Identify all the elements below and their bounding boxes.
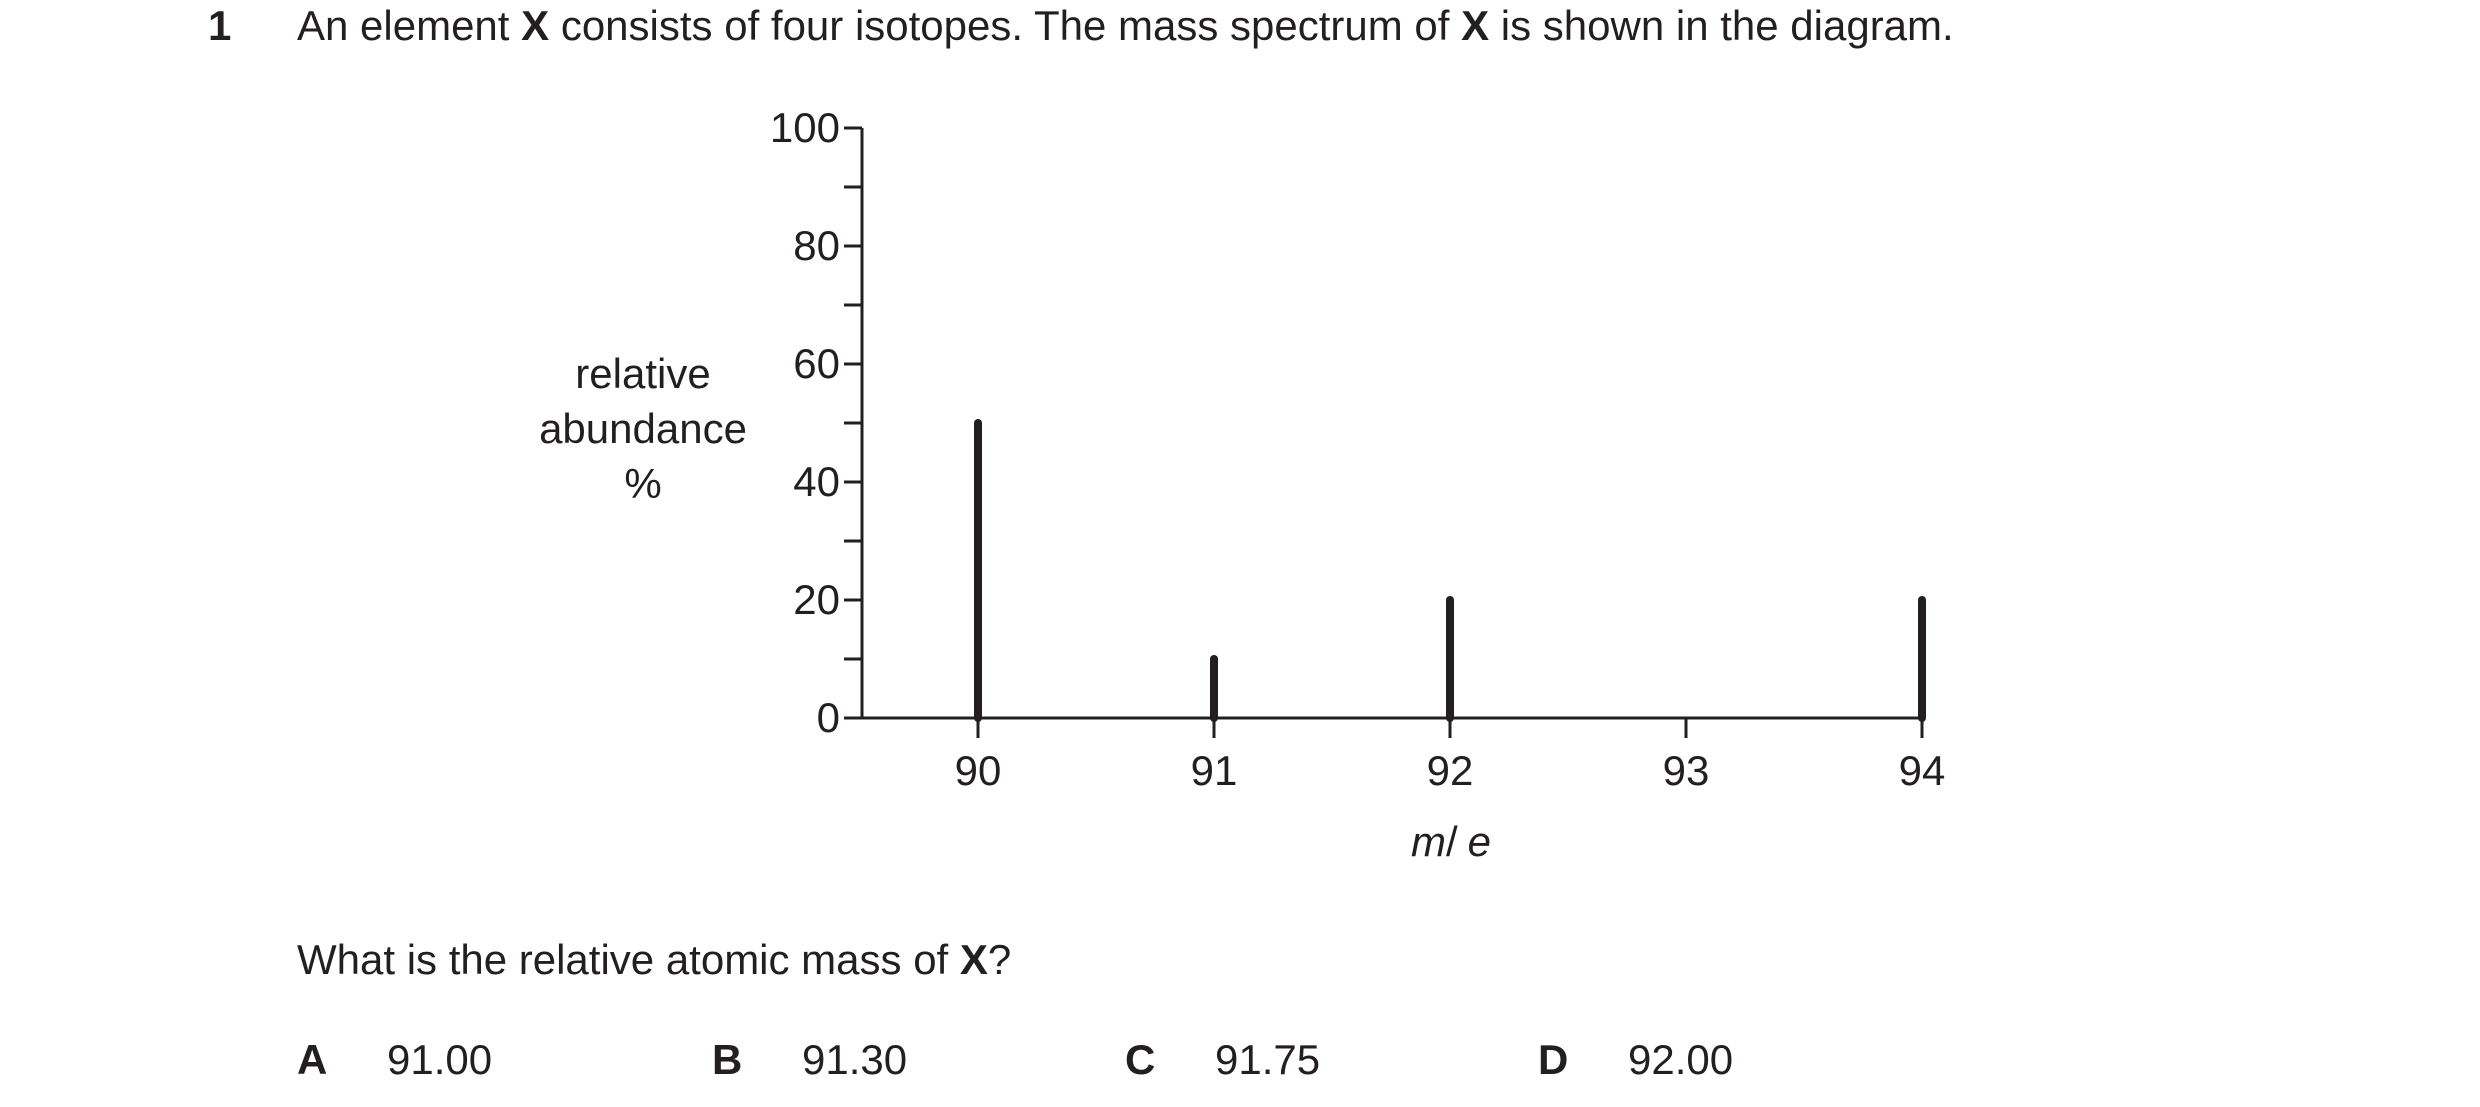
x-tick-label: 91: [1191, 747, 1238, 794]
stem-text-2: consists of four isotopes. The mass spec…: [549, 2, 1462, 49]
question-stem: An element X consists of four isotopes. …: [297, 2, 1954, 50]
y-tick-label: 100: [770, 104, 840, 151]
option-d-value: 92.00: [1628, 1036, 1734, 1083]
y-tick-label: 20: [793, 576, 840, 623]
stem-text-3: is shown in the diagram.: [1489, 2, 1954, 49]
y-tick-label: 80: [793, 222, 840, 269]
y-label-line: abundance: [539, 405, 747, 452]
question-number: 1: [208, 2, 232, 49]
y-axis-label: relative abundance%: [539, 350, 747, 507]
question-prompt: What is the relative atomic mass of X?: [297, 936, 1011, 984]
prompt-element-symbol: X: [959, 936, 988, 983]
x-tick-label: 94: [1899, 747, 1946, 794]
stem-element-symbol-1: X: [521, 2, 550, 49]
option-c-letter: C: [1125, 1036, 1156, 1083]
option-b[interactable]: B 91.30: [712, 1036, 907, 1084]
y-tick-label: 60: [793, 340, 840, 387]
y-label-line: relative: [575, 350, 710, 397]
x-label-e: e: [1468, 818, 1491, 865]
x-tick-label: 93: [1663, 747, 1710, 794]
spectrum-peaks: [974, 419, 1926, 722]
stem-text-1: An element: [297, 2, 522, 49]
mass-spectrum-chart: relative abundance% 0 20 40 60 80 100 90 91 92 93…: [539, 104, 1946, 865]
y-label-line: %: [624, 460, 661, 507]
x-label-slash: /: [1446, 818, 1458, 865]
option-b-value: 91.30: [802, 1036, 908, 1083]
y-axis-ticks: 0 20 40 60 80 100: [770, 104, 862, 741]
stem-element-symbol-2: X: [1461, 2, 1490, 49]
option-b-letter: B: [712, 1036, 743, 1083]
option-a-letter: A: [297, 1036, 328, 1083]
x-tick-label: 92: [1427, 747, 1474, 794]
chart-axes: [860, 128, 1924, 720]
option-a[interactable]: A 91.00: [297, 1036, 492, 1084]
option-a-value: 91.00: [387, 1036, 493, 1083]
x-axis-ticks: 90 91 92 93 94: [955, 718, 1946, 794]
prompt-text-1: What is the relative atomic mass of: [297, 936, 960, 983]
option-d-letter: D: [1538, 1036, 1569, 1083]
x-axis-label: m/e: [1411, 818, 1491, 865]
option-c[interactable]: C 91.75: [1125, 1036, 1320, 1084]
option-c-value: 91.75: [1215, 1036, 1321, 1083]
option-d[interactable]: D 92.00: [1538, 1036, 1733, 1084]
x-label-text: m/e: [1411, 818, 1491, 865]
y-tick-label: 0: [817, 694, 840, 741]
x-label-m: m: [1411, 818, 1446, 865]
y-tick-label: 40: [793, 458, 840, 505]
x-tick-label: 90: [955, 747, 1002, 794]
prompt-text-2: ?: [987, 936, 1012, 983]
